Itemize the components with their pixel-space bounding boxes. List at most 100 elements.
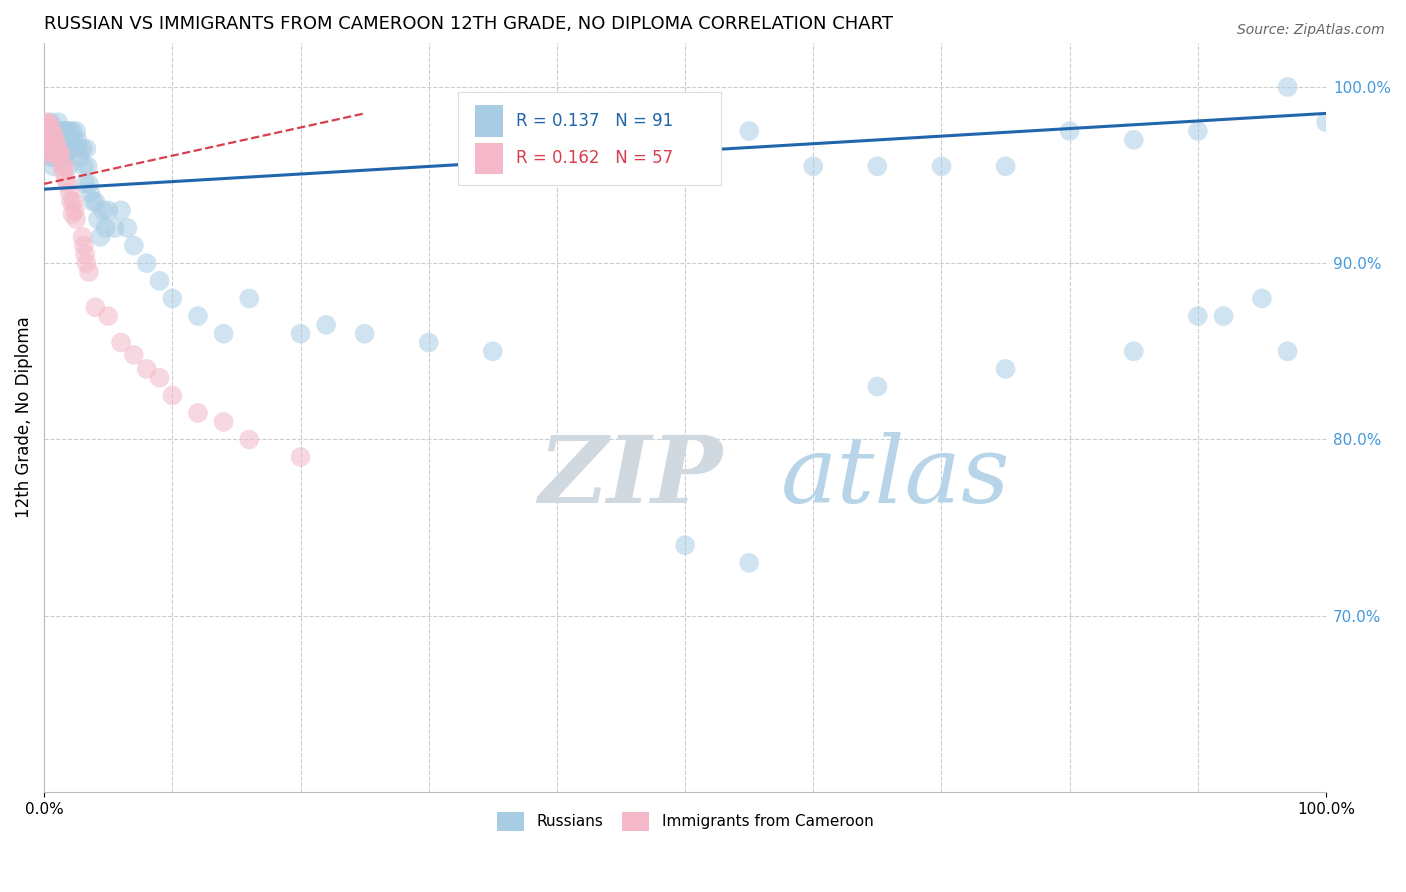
- Point: [52, 151, 75, 165]
- Point: [52, 133, 75, 147]
- Point: [35, 136, 58, 151]
- Point: [84, 300, 107, 314]
- Point: [110, 335, 132, 350]
- Point: [37, 126, 59, 140]
- Point: [75, 142, 97, 156]
- Point: [48, 142, 70, 156]
- Point: [39, 140, 62, 154]
- Point: [738, 124, 761, 138]
- Point: [84, 194, 107, 209]
- Point: [51, 159, 73, 173]
- Point: [34, 119, 56, 133]
- Text: ZIP: ZIP: [537, 433, 721, 523]
- Point: [44, 140, 66, 154]
- Point: [148, 274, 170, 288]
- Point: [56, 124, 79, 138]
- Point: [75, 177, 97, 191]
- Point: [62, 133, 84, 147]
- Point: [1187, 309, 1209, 323]
- Point: [52, 164, 75, 178]
- Text: R = 0.137   N = 91: R = 0.137 N = 91: [516, 112, 673, 130]
- Point: [187, 406, 209, 420]
- Point: [212, 415, 235, 429]
- Legend: Russians, Immigrants from Cameroon: Russians, Immigrants from Cameroon: [491, 805, 879, 837]
- Point: [62, 194, 84, 209]
- Point: [97, 203, 120, 218]
- Point: [60, 194, 83, 209]
- Point: [87, 212, 110, 227]
- Point: [238, 292, 260, 306]
- Point: [97, 309, 120, 323]
- Text: R = 0.162   N = 57: R = 0.162 N = 57: [516, 149, 673, 167]
- Point: [67, 142, 90, 156]
- Point: [82, 194, 104, 209]
- Point: [37, 147, 59, 161]
- Point: [801, 159, 824, 173]
- Point: [46, 115, 69, 129]
- Point: [994, 159, 1017, 173]
- Point: [1315, 115, 1337, 129]
- Point: [135, 362, 157, 376]
- Point: [353, 326, 375, 341]
- Point: [34, 129, 56, 144]
- Point: [238, 433, 260, 447]
- Point: [1187, 124, 1209, 138]
- Point: [481, 344, 503, 359]
- Point: [60, 124, 83, 138]
- Point: [76, 159, 98, 173]
- Text: atlas: atlas: [782, 433, 1011, 523]
- Point: [48, 151, 70, 165]
- Point: [75, 256, 97, 270]
- Point: [45, 145, 67, 160]
- Point: [65, 124, 87, 138]
- Point: [41, 124, 63, 138]
- Point: [42, 136, 65, 151]
- Point: [1212, 309, 1234, 323]
- Point: [673, 115, 696, 129]
- Point: [187, 309, 209, 323]
- Point: [89, 229, 111, 244]
- Point: [48, 145, 70, 160]
- Point: [45, 151, 67, 165]
- Point: [39, 142, 62, 156]
- FancyBboxPatch shape: [475, 105, 503, 136]
- Point: [39, 115, 62, 129]
- FancyBboxPatch shape: [458, 92, 721, 186]
- Y-axis label: 12th Grade, No Diploma: 12th Grade, No Diploma: [15, 317, 32, 518]
- Point: [77, 177, 100, 191]
- Point: [866, 379, 889, 393]
- Point: [866, 159, 889, 173]
- Point: [45, 133, 67, 147]
- Point: [66, 133, 89, 147]
- Point: [135, 256, 157, 270]
- Point: [53, 124, 76, 138]
- Text: RUSSIAN VS IMMIGRANTS FROM CAMEROON 12TH GRADE, NO DIPLOMA CORRELATION CHART: RUSSIAN VS IMMIGRANTS FROM CAMEROON 12TH…: [44, 15, 893, 33]
- Point: [1277, 79, 1299, 94]
- Point: [42, 142, 65, 156]
- Point: [45, 149, 67, 163]
- Point: [122, 348, 145, 362]
- Point: [42, 124, 65, 138]
- Point: [94, 221, 117, 235]
- Point: [79, 186, 101, 200]
- Text: Source: ZipAtlas.com: Source: ZipAtlas.com: [1237, 23, 1385, 37]
- Point: [72, 142, 94, 156]
- Point: [77, 265, 100, 279]
- Point: [290, 326, 312, 341]
- Point: [75, 247, 97, 261]
- Point: [1059, 124, 1081, 138]
- Point: [59, 124, 82, 138]
- Point: [162, 388, 184, 402]
- Point: [673, 538, 696, 552]
- Point: [41, 133, 63, 147]
- Point: [41, 145, 63, 160]
- Point: [546, 133, 568, 147]
- Point: [56, 177, 79, 191]
- Point: [148, 371, 170, 385]
- Point: [39, 129, 62, 144]
- Point: [45, 136, 67, 151]
- Point: [418, 335, 440, 350]
- Point: [1251, 292, 1274, 306]
- Point: [41, 124, 63, 138]
- Point: [117, 221, 139, 235]
